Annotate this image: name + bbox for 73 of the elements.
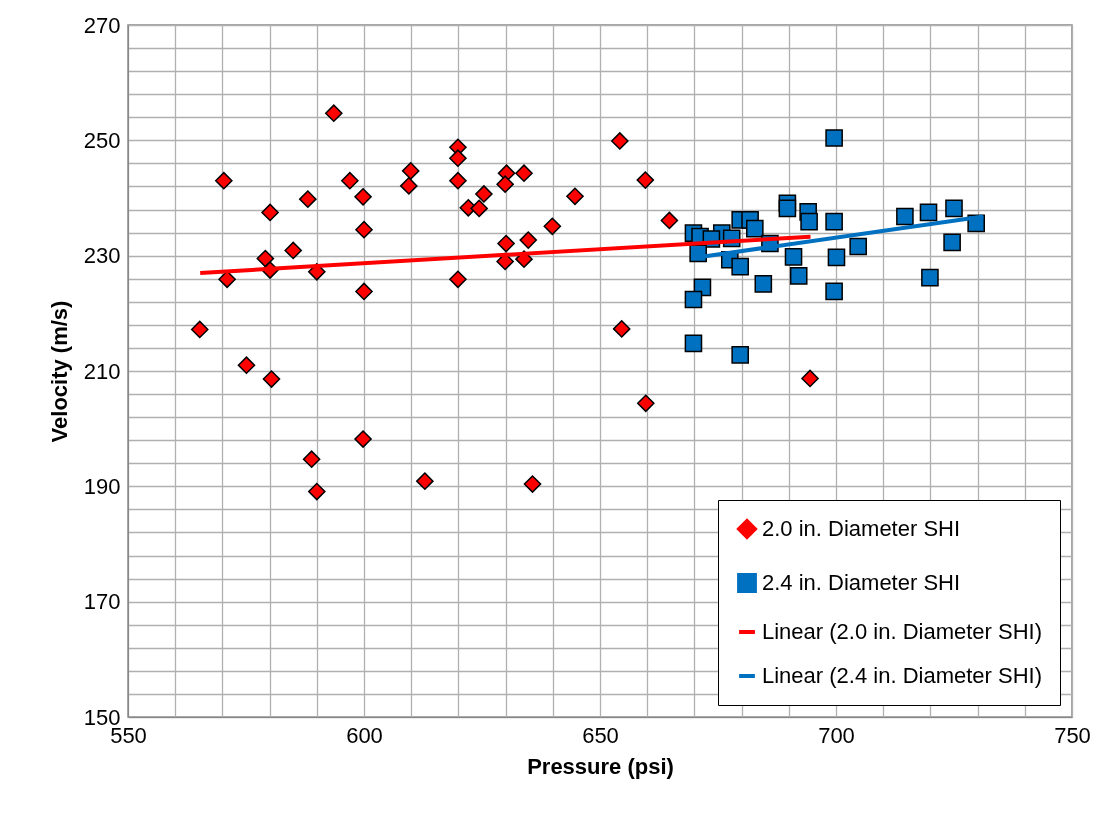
point — [611, 132, 629, 150]
point — [190, 320, 209, 339]
point — [496, 175, 514, 193]
point — [825, 129, 843, 147]
y-tick-label: 210 — [83, 358, 121, 384]
point — [636, 394, 655, 413]
point — [827, 248, 846, 267]
point — [324, 104, 343, 123]
point — [299, 190, 317, 208]
point — [515, 164, 533, 183]
point — [784, 248, 803, 266]
point — [470, 199, 488, 218]
point — [355, 282, 373, 301]
point — [660, 211, 679, 230]
point — [636, 171, 655, 189]
point — [261, 203, 279, 222]
point — [354, 430, 372, 448]
point — [566, 187, 584, 206]
point — [746, 219, 764, 238]
point — [355, 220, 373, 239]
point — [684, 334, 703, 353]
point — [778, 199, 797, 218]
y-tick-label: 230 — [83, 243, 121, 269]
point — [215, 171, 233, 190]
point — [543, 217, 562, 236]
y-tick-label: 270 — [83, 12, 121, 38]
point — [519, 231, 538, 249]
y-axis-title: Velocity (m/s) — [46, 300, 72, 443]
point — [302, 450, 321, 469]
point — [731, 257, 749, 276]
point — [754, 275, 773, 293]
legend-label: 2.4 in. Diameter SHI — [762, 570, 961, 595]
point — [849, 237, 867, 256]
point — [523, 475, 542, 493]
point — [731, 346, 749, 364]
x-tick-label: 750 — [1054, 722, 1091, 748]
point — [612, 320, 631, 338]
point — [400, 177, 418, 195]
legend-label: Linear (2.4 in. Diameter SHI) — [762, 663, 1042, 688]
point — [284, 241, 303, 260]
point — [789, 267, 808, 285]
point — [341, 171, 359, 190]
point — [800, 212, 818, 231]
x-tick-label: 600 — [346, 722, 383, 748]
point — [943, 233, 961, 252]
point — [449, 270, 467, 289]
point — [475, 185, 493, 203]
point — [449, 149, 467, 168]
point — [416, 472, 434, 490]
point — [801, 369, 819, 388]
x-tick-label: 700 — [818, 722, 855, 748]
point — [237, 356, 256, 375]
x-tick-label: 650 — [582, 722, 619, 748]
x-axis-title: Pressure (psi) — [527, 753, 674, 779]
point — [449, 171, 467, 190]
y-tick-label: 170 — [83, 589, 121, 615]
point — [497, 234, 515, 253]
legend-label: 2.0 in. Diameter SHI — [762, 516, 961, 541]
point — [825, 282, 843, 301]
point — [262, 370, 281, 388]
point — [921, 268, 939, 287]
point — [354, 188, 372, 206]
y-tick-label: 250 — [83, 127, 121, 153]
point — [896, 207, 914, 226]
point — [256, 249, 275, 268]
point — [401, 162, 420, 180]
y-tick-label: 190 — [83, 473, 121, 499]
legend-label: Linear (2.0 in. Diameter SHI) — [762, 619, 1042, 644]
point — [825, 212, 843, 231]
point — [919, 203, 938, 222]
point — [945, 199, 963, 218]
point — [684, 290, 703, 309]
point — [307, 482, 326, 501]
